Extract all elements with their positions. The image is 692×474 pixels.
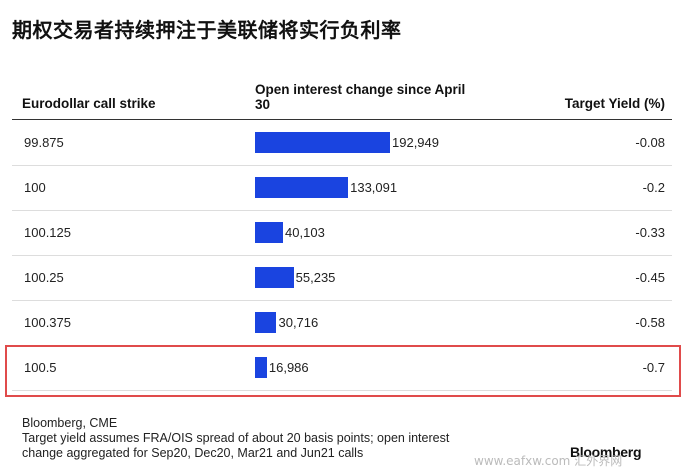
row-divider <box>12 390 672 391</box>
footnote-line-1: Target yield assumes FRA/OIS spread of a… <box>22 431 450 445</box>
open-interest-bar <box>255 356 267 378</box>
header-target-yield: Target Yield (%) <box>564 96 665 111</box>
open-interest-label: 40,103 <box>285 224 325 240</box>
open-interest-label: 192,949 <box>392 134 439 150</box>
open-interest-bar <box>255 131 390 153</box>
target-yield-cell: -0.45 <box>635 269 665 285</box>
target-yield-cell: -0.08 <box>635 134 665 150</box>
open-interest-label: 133,091 <box>350 179 398 195</box>
target-yield-cell: -0.2 <box>642 179 665 195</box>
watermark: www.eafxw.com 汇外界网 <box>474 454 623 468</box>
target-yield-cell: -0.33 <box>635 224 665 240</box>
footnote-line-2: change aggregated for Sep20, Dec20, Mar2… <box>22 446 364 460</box>
open-interest-label: 30,716 <box>278 314 319 330</box>
highlight-box <box>5 345 681 397</box>
header-strike: Eurodollar call strike <box>22 96 156 111</box>
strike-cell: 99.875 <box>24 134 64 150</box>
row-divider <box>12 165 672 166</box>
header-open-interest: Open interest change since April 30 <box>255 82 466 112</box>
strike-cell: 100.25 <box>24 269 64 285</box>
bloomberg-logo: Bloomberg <box>570 444 642 460</box>
strike-cell: 100 <box>24 179 46 195</box>
open-interest-bar <box>255 266 294 288</box>
source-text: Bloomberg, CME <box>22 416 118 430</box>
strike-cell: 100.375 <box>24 314 71 330</box>
strike-cell: 100.5 <box>24 359 57 375</box>
open-interest-label: 55,235 <box>295 269 336 285</box>
target-yield-cell: -0.7 <box>642 359 665 375</box>
chart-title: 期权交易者持续押注于美联储将实行负利率 <box>12 18 402 42</box>
open-interest-bar <box>255 176 349 198</box>
row-divider <box>12 210 672 211</box>
open-interest-bar <box>255 311 277 333</box>
open-interest-bar <box>255 221 284 243</box>
header-rule <box>12 119 672 120</box>
row-divider <box>12 255 672 256</box>
row-divider <box>12 300 672 301</box>
open-interest-label: 16,986 <box>268 359 309 375</box>
strike-cell: 100.125 <box>24 224 71 240</box>
target-yield-cell: -0.58 <box>635 314 665 330</box>
